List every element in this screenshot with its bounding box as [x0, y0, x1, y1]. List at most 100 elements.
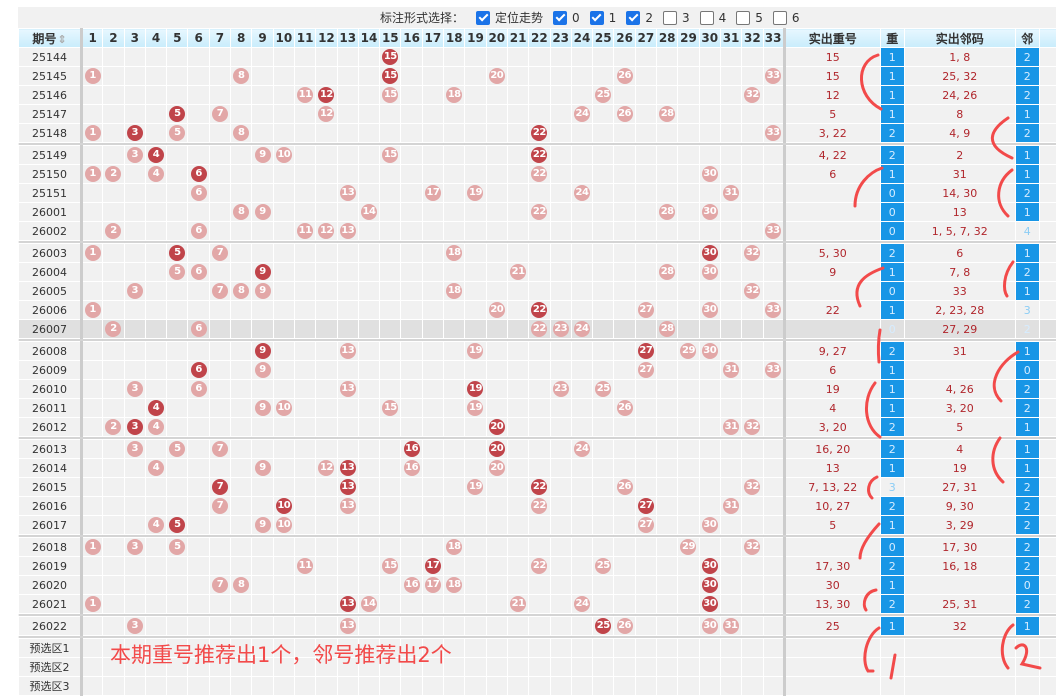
preselect-cell[interactable] — [464, 638, 487, 658]
preselect-cell[interactable] — [570, 676, 594, 696]
preselect-cell[interactable] — [293, 676, 317, 696]
preselect-cell[interactable] — [762, 676, 786, 696]
preselect-cell[interactable] — [656, 657, 679, 677]
checkbox-5[interactable] — [699, 10, 714, 25]
preselect-cell[interactable] — [741, 657, 764, 677]
preselect-cell[interactable] — [592, 638, 615, 658]
table-row[interactable]: 25150 1 2 4 6 22 30 6 1 31 1 — [18, 164, 1056, 184]
preselect-cell[interactable] — [613, 638, 636, 658]
preselect-cell[interactable] — [187, 638, 210, 658]
table-row[interactable]: 25151 6 13 17 19 24 31 0 14, 30 2 — [18, 183, 1056, 203]
preselect-cell[interactable] — [251, 638, 274, 658]
preselect-cell[interactable] — [762, 657, 786, 677]
table-row[interactable]: 26019 11 15 17 22 25 30 17, 30 2 16, 18 2 — [18, 556, 1056, 576]
preselect-cell[interactable] — [656, 676, 679, 696]
table-row[interactable]: 25145 1 8 15 20 26 33 15 1 25, 32 2 — [18, 66, 1056, 86]
preselect-cell[interactable] — [251, 676, 274, 696]
mark-option-6[interactable]: 5 — [732, 9, 763, 26]
preselect-cell[interactable] — [443, 676, 466, 696]
preselect-cell[interactable] — [123, 657, 146, 677]
preselect-cell[interactable] — [656, 638, 679, 658]
table-row[interactable]: 25147 5 7 12 24 26 28 5 1 8 1 — [18, 104, 1056, 124]
preselect-cell[interactable] — [251, 657, 274, 677]
mark-option-1[interactable]: 0 — [549, 9, 580, 26]
preselect-cell[interactable] — [379, 676, 402, 696]
preselect-cell[interactable] — [166, 676, 189, 696]
preselect-cell[interactable] — [485, 638, 508, 658]
table-row[interactable]: 26015 7 13 19 22 26 32 7, 13, 22 3 27, 31 2 — [18, 477, 1056, 497]
preselect-cell[interactable] — [677, 638, 700, 658]
preselect-cell[interactable] — [421, 638, 445, 658]
preselect-cell[interactable] — [187, 676, 210, 696]
preselect-cell[interactable] — [634, 676, 658, 696]
preselect-cell[interactable] — [698, 676, 721, 696]
table-row[interactable]: 26010 3 6 13 19 23 25 19 1 4, 26 2 — [18, 379, 1056, 399]
sort-updown-icon[interactable]: ⇕ — [57, 32, 67, 46]
preselect-cell[interactable] — [549, 657, 572, 677]
table-row[interactable]: 26016 7 10 13 22 27 31 10, 27 2 9, 30 2 — [18, 496, 1056, 516]
checkbox-0[interactable] — [476, 10, 491, 25]
preselect-cell[interactable] — [144, 638, 168, 658]
table-row[interactable]: 26021 1 13 14 21 24 30 13, 30 2 25, 31 2 — [18, 594, 1056, 614]
preselect-cell[interactable] — [357, 638, 381, 658]
preselect-cell[interactable] — [570, 638, 594, 658]
preselect-cell[interactable] — [634, 638, 658, 658]
checkbox-4[interactable] — [662, 10, 677, 25]
table-row[interactable]: 26017 4 5 9 10 27 30 5 1 3, 29 2 — [18, 515, 1056, 535]
preselect-cell[interactable] — [592, 676, 615, 696]
preselect-cell[interactable] — [549, 676, 572, 696]
table-row[interactable]: 26018 1 3 5 18 29 32 0 17, 30 2 — [18, 537, 1056, 557]
preselect-cell[interactable] — [102, 638, 125, 658]
table-row[interactable]: 26009 6 9 27 31 33 6 1 0 — [18, 360, 1056, 380]
column-header-period[interactable]: 期号⇕ — [18, 28, 83, 48]
checkbox-2[interactable] — [589, 10, 604, 25]
preselect-cell[interactable] — [677, 657, 700, 677]
preselect-cell[interactable] — [102, 676, 125, 696]
table-row[interactable]: 26007 2 6 22 23 24 28 0 27, 29 2 — [18, 319, 1056, 339]
preselect-cell[interactable] — [80, 657, 104, 677]
table-row[interactable]: 26001 8 9 14 22 28 30 0 13 1 — [18, 202, 1056, 222]
mark-option-3[interactable]: 2 — [622, 9, 653, 26]
preselect-cell[interactable] — [762, 638, 786, 658]
preselect-cell[interactable] — [464, 676, 487, 696]
preselect-cell[interactable] — [272, 676, 295, 696]
preselect-cell[interactable] — [592, 657, 615, 677]
table-row[interactable]: 26002 2 6 11 12 13 33 0 1, 5, 7, 32 4 — [18, 221, 1056, 241]
table-row[interactable]: 26005 3 7 8 9 18 32 0 33 1 — [18, 281, 1056, 301]
preselect-cell[interactable] — [485, 676, 508, 696]
table-row[interactable]: 26012 2 3 4 20 31 32 3, 20 2 5 1 — [18, 417, 1056, 437]
preselect-row[interactable]: 预选区3 — [18, 676, 1056, 696]
preselect-cell[interactable] — [719, 657, 743, 677]
preselect-cell[interactable] — [400, 638, 423, 658]
mark-option-7[interactable]: 6 — [769, 9, 800, 26]
table-row[interactable]: 25149 3 4 9 10 15 22 4, 22 2 2 1 — [18, 145, 1056, 165]
preselect-cell[interactable] — [506, 657, 530, 677]
preselect-cell[interactable] — [123, 676, 146, 696]
mark-option-5[interactable]: 4 — [696, 9, 726, 26]
preselect-cell[interactable] — [698, 638, 721, 658]
preselect-cell[interactable] — [719, 676, 743, 696]
table-row[interactable]: 26020 7 8 16 17 18 30 30 1 0 — [18, 575, 1056, 595]
preselect-cell[interactable] — [293, 638, 317, 658]
preselect-cell[interactable] — [613, 676, 636, 696]
table-row[interactable]: 26022 3 13 25 26 30 31 25 1 32 1 — [18, 616, 1056, 636]
preselect-cell[interactable] — [230, 676, 253, 696]
preselect-row[interactable]: 预选区2 — [18, 657, 1056, 677]
preselect-cell[interactable] — [357, 676, 381, 696]
preselect-cell[interactable] — [379, 638, 402, 658]
preselect-cell[interactable] — [144, 657, 168, 677]
mark-option-2[interactable]: 1 — [586, 9, 616, 26]
table-row[interactable]: 26006 1 20 22 27 30 33 22 1 2, 23, 28 3 — [18, 300, 1056, 320]
preselect-cell[interactable] — [528, 638, 551, 658]
preselect-cell[interactable] — [528, 676, 551, 696]
table-row[interactable]: 26014 4 9 12 13 16 20 13 1 19 1 — [18, 458, 1056, 478]
preselect-cell[interactable] — [719, 638, 743, 658]
preselect-cell[interactable] — [166, 638, 189, 658]
preselect-cell[interactable] — [698, 657, 721, 677]
checkbox-7[interactable] — [772, 10, 787, 25]
preselect-cell[interactable] — [315, 676, 338, 696]
table-row[interactable]: 26003 1 5 7 18 30 32 5, 30 2 6 1 — [18, 243, 1056, 263]
table-row[interactable]: 26011 4 9 10 15 19 26 4 1 3, 20 2 — [18, 398, 1056, 418]
preselect-cell[interactable] — [485, 657, 508, 677]
